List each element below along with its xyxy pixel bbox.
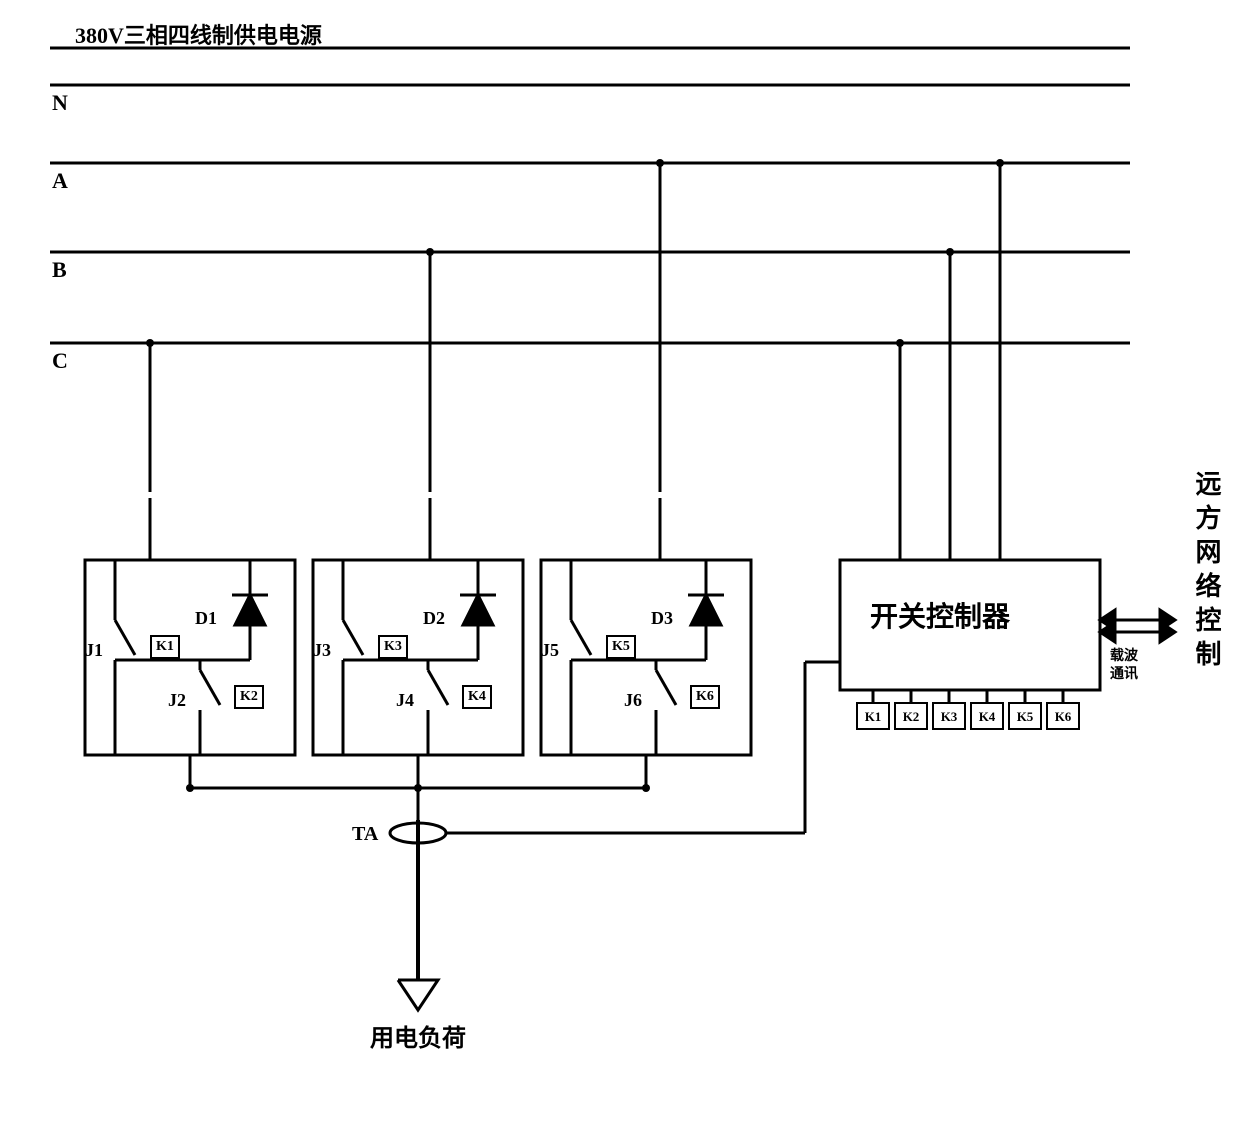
wiring-svg [0, 0, 1240, 1130]
diagram-canvas: 380V三相四线制供电电源 N A B C 远方网络控制 开关控制器 载波 通讯… [0, 0, 1240, 1130]
